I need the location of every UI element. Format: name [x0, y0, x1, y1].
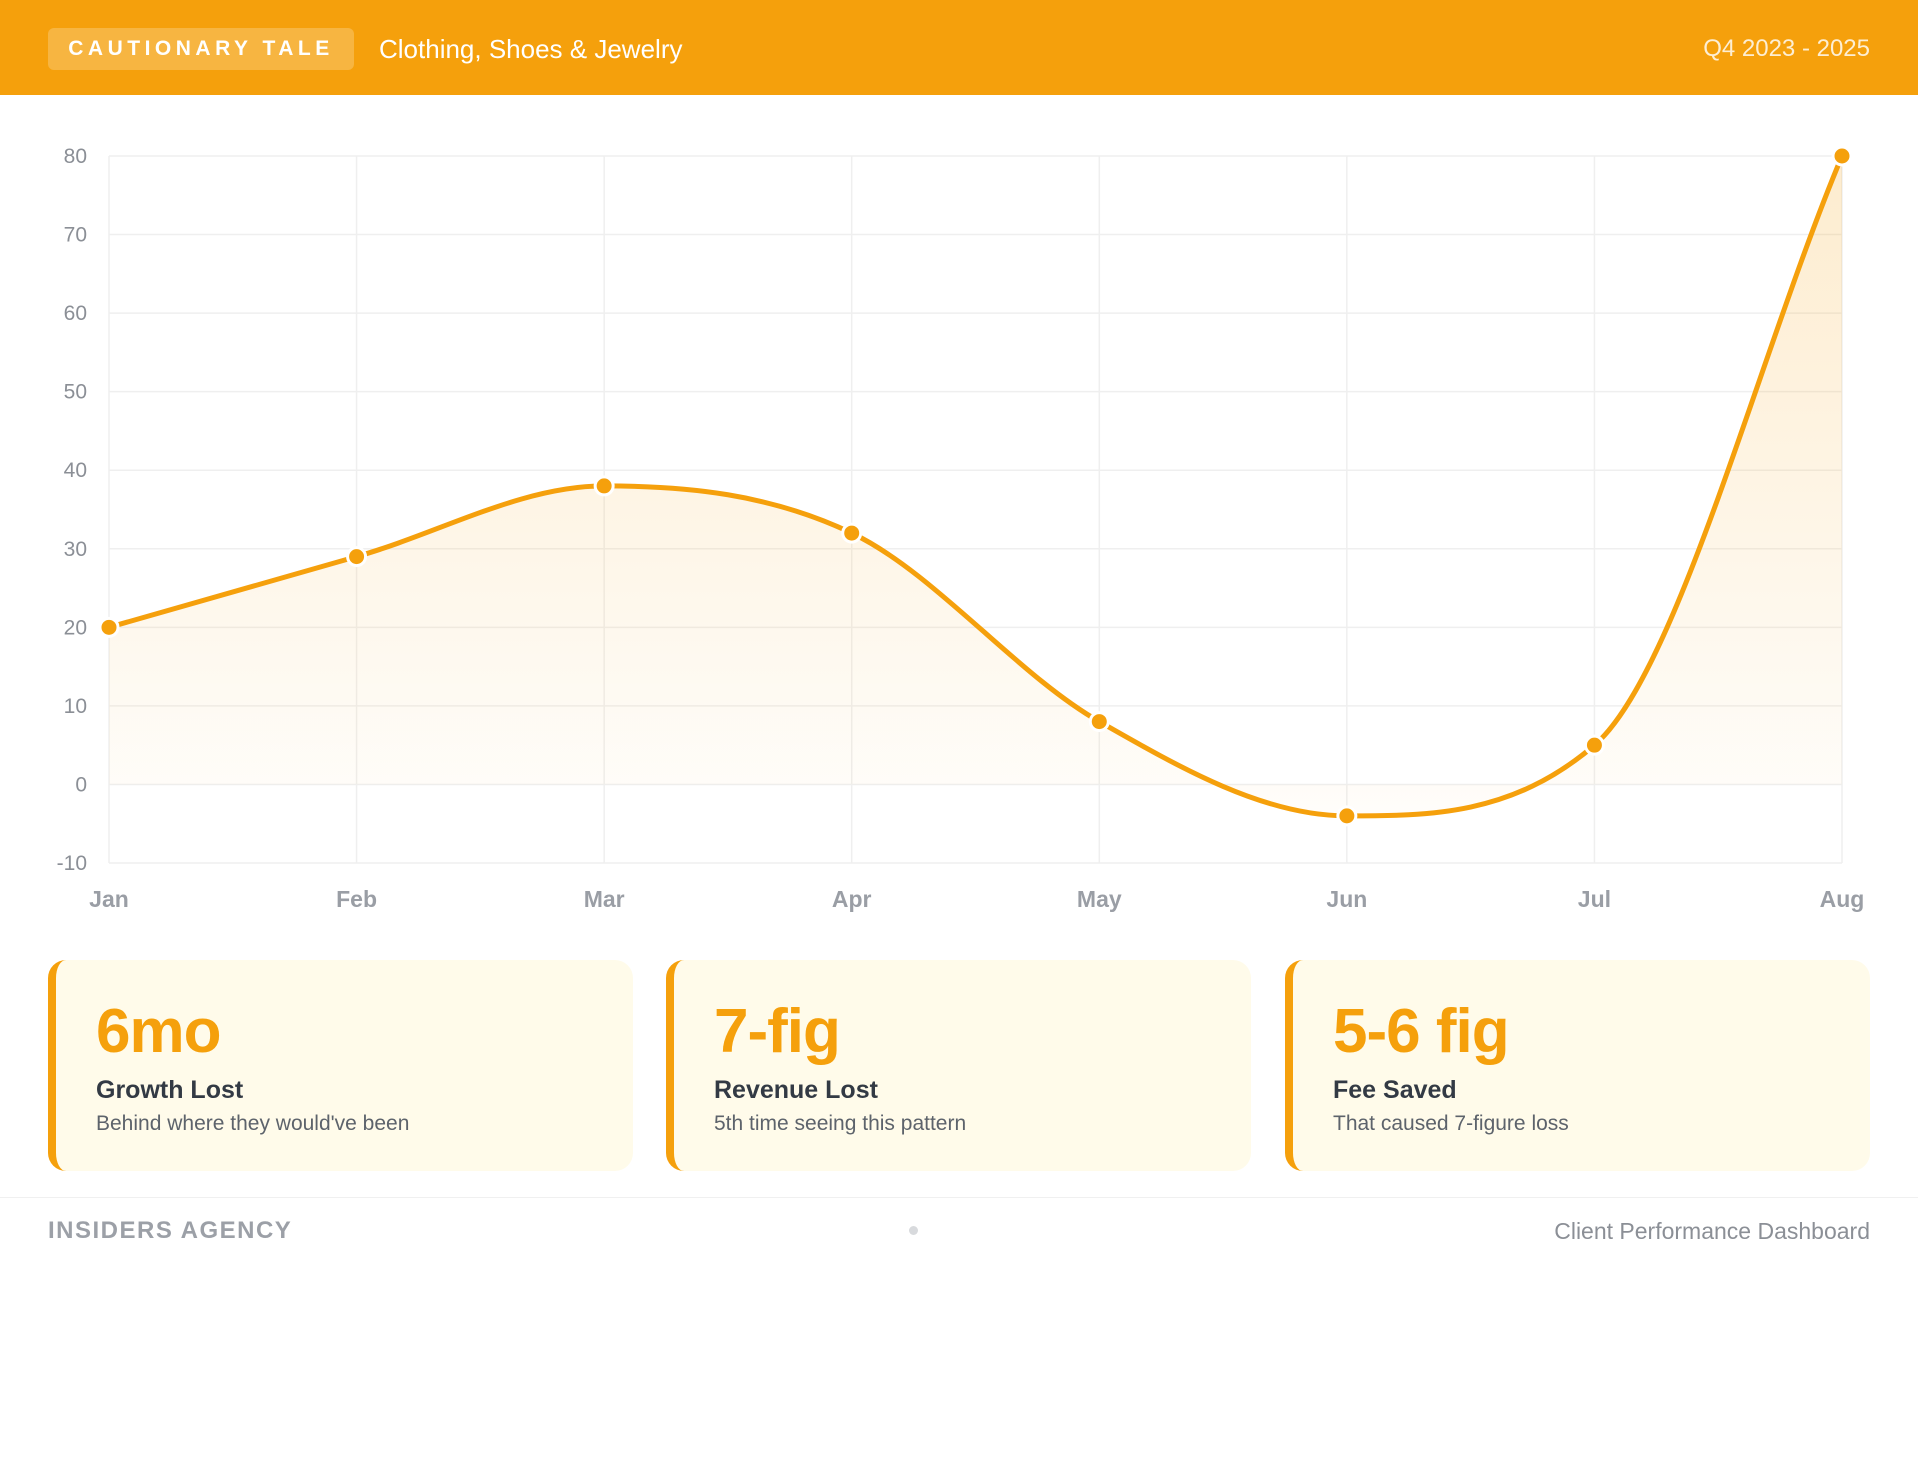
y-tick-label: 10	[64, 695, 87, 718]
y-tick-label: 0	[75, 773, 87, 796]
stat-card-fee: 5-6 fig Fee Saved That caused 7-figure l…	[1285, 960, 1870, 1171]
y-tick-label: 50	[64, 381, 87, 404]
stat-label: Fee Saved	[1333, 1076, 1457, 1104]
series-area	[109, 156, 1842, 816]
stat-card-growth: 6mo Growth Lost Behind where they would'…	[48, 960, 633, 1171]
footer-caption: Client Performance Dashboard	[1554, 1218, 1870, 1244]
x-tick-label: Aug	[1820, 886, 1865, 912]
x-tick-label: May	[1077, 886, 1122, 912]
stat-label: Revenue Lost	[714, 1076, 878, 1104]
y-tick-label: 60	[64, 302, 87, 325]
y-tick-label: 70	[64, 224, 87, 247]
x-tick-label: Jan	[89, 886, 129, 912]
data-point	[1336, 805, 1358, 827]
data-point	[98, 616, 120, 638]
header-bar: CAUTIONARY TALE Clothing, Shoes & Jewelr…	[0, 0, 1918, 95]
data-point	[1088, 711, 1110, 733]
data-point	[1831, 145, 1853, 167]
y-tick-label: 40	[64, 459, 87, 482]
x-tick-label: Feb	[336, 886, 377, 912]
series-line	[106, 153, 1845, 819]
stat-label: Growth Lost	[96, 1076, 244, 1104]
data-point	[1583, 734, 1605, 756]
y-tick-label: 30	[64, 538, 87, 561]
stat-description: 5th time seeing this pattern	[714, 1112, 967, 1135]
header-period: Q4 2023 - 2025	[1703, 35, 1870, 62]
x-tick-label: Mar	[584, 886, 625, 912]
y-tick-label: -10	[57, 852, 87, 875]
x-tick-label: Apr	[832, 886, 872, 912]
category-badge: CAUTIONARY TALE	[48, 28, 354, 70]
stat-description: That caused 7-figure loss	[1333, 1112, 1569, 1135]
stat-value: 7-fig	[714, 997, 841, 1066]
y-tick-label: 20	[64, 616, 87, 639]
line-chart: 80 70 60 50 40 30 20 10 0 -10 Jan Feb Mar Apr May Jun J…	[57, 145, 1865, 912]
stat-value: 6mo	[96, 997, 221, 1066]
footer-divider	[0, 1197, 1918, 1198]
y-tick-label: 80	[64, 145, 87, 168]
footer-brand: INSIDERS AGENCY	[48, 1217, 293, 1244]
x-tick-label: Jul	[1578, 886, 1611, 912]
x-tick-label: Jun	[1326, 886, 1367, 912]
data-point	[841, 522, 863, 544]
data-point	[593, 475, 615, 497]
data-point	[346, 546, 368, 568]
header-title: Clothing, Shoes & Jewelry	[379, 34, 683, 64]
stat-description: Behind where they would've been	[96, 1112, 410, 1135]
footer-dot	[909, 1226, 918, 1235]
stat-value: 5-6 fig	[1333, 997, 1510, 1066]
stat-card-revenue: 7-fig Revenue Lost 5th time seeing this …	[666, 960, 1251, 1171]
